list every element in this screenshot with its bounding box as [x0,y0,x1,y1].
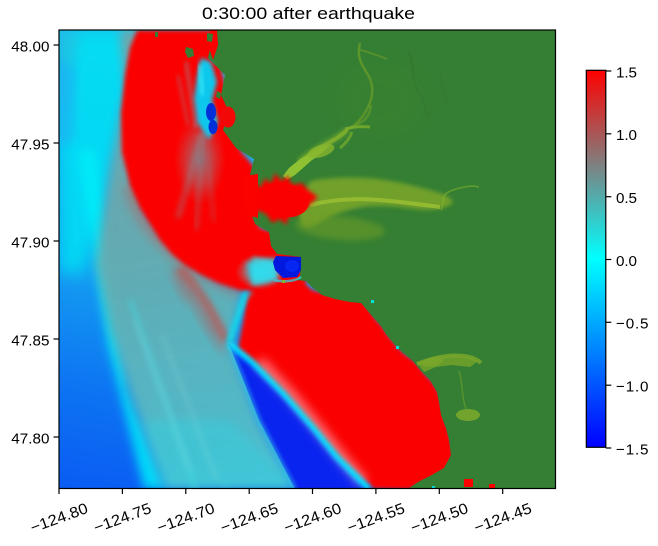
svg-text:−1.5: −1.5 [616,441,649,458]
svg-text:0:30:00 after earthquake: 0:30:00 after earthquake [202,4,415,23]
svg-text:48.00: 48.00 [11,38,49,55]
svg-text:0.5: 0.5 [616,190,637,207]
svg-text:0.0: 0.0 [616,253,637,270]
svg-text:47.95: 47.95 [11,136,49,153]
svg-text:−1.0: −1.0 [616,379,649,396]
svg-text:1.0: 1.0 [616,127,637,144]
svg-text:47.90: 47.90 [11,234,49,251]
svg-text:47.85: 47.85 [11,332,49,349]
svg-text:1.5: 1.5 [616,64,637,81]
svg-text:47.80: 47.80 [11,430,49,447]
svg-text:−0.5: −0.5 [616,316,649,333]
